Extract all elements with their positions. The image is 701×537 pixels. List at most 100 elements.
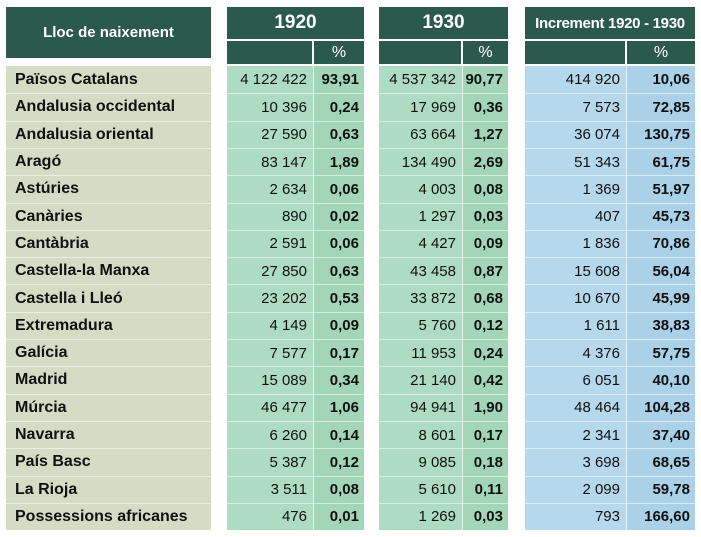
cell-increment-pct: 45,99	[626, 284, 695, 311]
cell-1920-count: 4 149	[227, 311, 313, 339]
cell-increment-pct: 70,86	[626, 229, 695, 257]
cell-increment-pct: 10,06	[652, 71, 690, 89]
cell-1930-pct: 0,03	[462, 202, 508, 230]
cell-increment-pct: 72,85	[626, 93, 695, 120]
cell-1930-pct: 0,36	[462, 93, 508, 120]
cell-increment: 36 074	[525, 120, 626, 148]
cell-1930-pct: 0,18	[462, 448, 508, 475]
cell-1920-count: 476	[227, 502, 313, 530]
cell-1920-count: 4 122 422	[240, 71, 307, 89]
cell-1920-pct: 0,17	[313, 339, 364, 366]
cell-1920-count: 23 202	[227, 284, 313, 311]
cell-1920-count: 6 260	[227, 420, 313, 448]
cell-1930-count: 5 610	[379, 475, 462, 503]
cell-1930-pct: 0,17	[462, 420, 508, 448]
cell-1930-count: 4 537 342	[389, 71, 456, 89]
cell-1920-pct: 0,24	[313, 93, 364, 120]
cell-1930-count: 9 085	[379, 448, 462, 475]
header-increment-blank	[525, 41, 625, 64]
cell-increment: 48 464	[525, 393, 626, 421]
cell-increment: 1 836	[525, 229, 626, 257]
cell-increment: 2 099	[525, 475, 626, 503]
cell-1930-count: 11 953	[379, 339, 462, 366]
column-1920-count: 4 122 422 10 396 27 590 83 147 2 634 890 2 591…	[227, 66, 313, 530]
cell-increment-pct: 38,83	[626, 311, 695, 339]
cell-increment: 3 698	[525, 448, 626, 475]
cell-1920-pct: 0,09	[313, 311, 364, 339]
column-1920-pct: 93,91 0,24 0,63 1,89 0,06 0,02 0,06 0,63 0,53 0,0…	[313, 66, 364, 530]
cell-1930-pct: 0,12	[462, 311, 508, 339]
cell-1920-count: 46 477	[227, 393, 313, 421]
cell-1930-count: 43 458	[379, 257, 462, 284]
row-name: Múrcia	[6, 393, 211, 421]
cell-1930-count: 1 269	[379, 502, 462, 530]
header-1920-blank	[227, 41, 312, 64]
row-name: Navarra	[6, 420, 211, 448]
cell-1920-pct: 0,12	[313, 448, 364, 475]
cell-increment-pct: 56,04	[626, 257, 695, 284]
cell-1920-pct: 0,06	[313, 229, 364, 257]
cell-increment: 1 611	[525, 311, 626, 339]
cell-1920-pct: 0,06	[313, 175, 364, 202]
cell-increment-pct: 45,73	[626, 202, 695, 230]
cell-1930-count: 4 003	[379, 175, 462, 202]
cell-increment: 51 343	[525, 147, 626, 175]
cell-1930-count: 5 760	[379, 311, 462, 339]
cell-1920-count: 15 089	[227, 366, 313, 393]
row-name: Madrid	[6, 366, 211, 393]
column-lloc: Països Catalans Andalusia occidental Andal…	[6, 66, 211, 530]
cell-increment-pct: 40,10	[626, 366, 695, 393]
column-increment: 414 920 7 573 36 074 51 343 1 369 407 1 836 15 …	[525, 66, 626, 530]
header-increment-pct: %	[627, 41, 695, 64]
cell-increment-pct: 59,78	[626, 475, 695, 503]
header-increment: Increment 1920 - 1930	[525, 7, 695, 39]
row-name: Aragó	[6, 147, 211, 175]
header-1930-pct: %	[463, 41, 508, 64]
cell-1930-count: 21 140	[379, 366, 462, 393]
cell-1930-pct: 0,87	[462, 257, 508, 284]
cell-increment: 10 670	[525, 284, 626, 311]
cell-increment: 7 573	[525, 93, 626, 120]
cell-1930-count: 134 490	[379, 147, 462, 175]
cell-1920-count: 5 387	[227, 448, 313, 475]
cell-1920-pct: 93,91	[321, 71, 359, 89]
cell-1930-count: 63 664	[379, 120, 462, 148]
cell-1930-pct: 0,03	[462, 502, 508, 530]
cell-1930-count: 8 601	[379, 420, 462, 448]
row-name: Cantàbria	[6, 229, 211, 257]
row-name: Galícia	[6, 339, 211, 366]
header-1920: 1920	[227, 7, 364, 39]
cell-increment-pct: 37,40	[626, 420, 695, 448]
cell-1930-pct: 0,09	[462, 229, 508, 257]
cell-1930-pct: 0,24	[462, 339, 508, 366]
cell-1930-count: 94 941	[379, 393, 462, 421]
cell-increment-pct: 130,75	[626, 120, 695, 148]
cell-1920-count: 890	[227, 202, 313, 230]
cell-1930-pct: 0,11	[462, 475, 508, 503]
cell-increment: 407	[525, 202, 626, 230]
cell-1930-count: 4 427	[379, 229, 462, 257]
cell-1930-pct: 1,27	[462, 120, 508, 148]
cell-increment: 15 608	[525, 257, 626, 284]
cell-increment: 1 369	[525, 175, 626, 202]
row-name: Països Catalans	[15, 70, 138, 88]
cell-1930-pct: 0,08	[462, 175, 508, 202]
cell-1920-pct: 0,02	[313, 202, 364, 230]
cell-1920-count: 27 590	[227, 120, 313, 148]
row-name: Castella i Lleó	[6, 284, 211, 311]
cell-1920-pct: 1,06	[313, 393, 364, 421]
cell-1930-count: 1 297	[379, 202, 462, 230]
column-increment-pct: 10,06 72,85 130,75 61,75 51,97 45,73 70,86 56,0…	[626, 66, 695, 530]
row-name: País Basc	[6, 448, 211, 475]
cell-1930-pct: 0,68	[462, 284, 508, 311]
row-name: Canàries	[6, 202, 211, 230]
cell-increment: 793	[525, 502, 626, 530]
cell-increment: 414 920	[565, 71, 620, 89]
header-1920-pct: %	[314, 41, 364, 64]
cell-increment-pct: 57,75	[626, 339, 695, 366]
cell-1930-pct: 0,42	[462, 366, 508, 393]
row-name: La Rioja	[6, 475, 211, 503]
column-1930-pct: 90,77 0,36 1,27 2,69 0,08 0,03 0,09 0,87 0,68 0,1…	[462, 66, 508, 530]
cell-1920-count: 27 850	[227, 257, 313, 284]
